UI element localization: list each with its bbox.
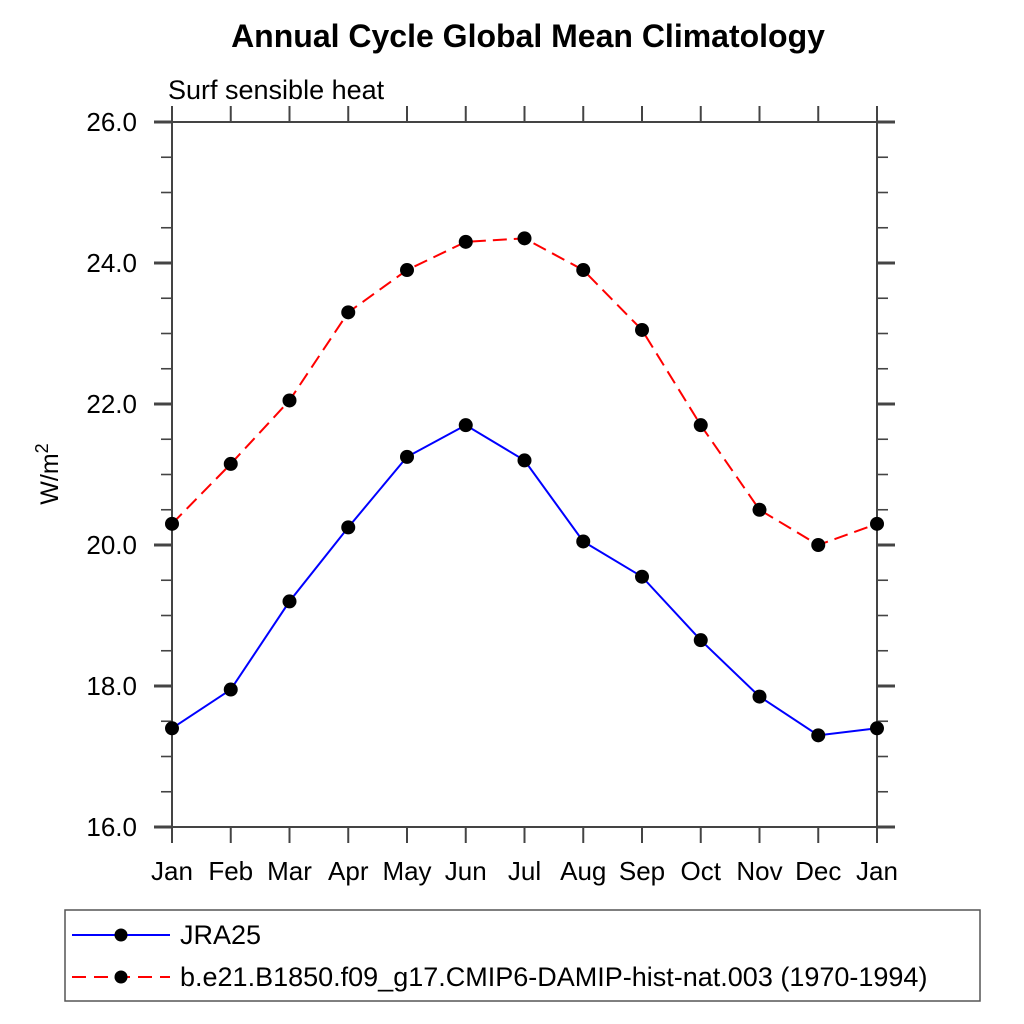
legend-label: JRA25 xyxy=(180,920,261,950)
legend-marker xyxy=(114,928,128,942)
x-tick-label: May xyxy=(382,856,431,886)
y-tick-label: 26.0 xyxy=(86,107,137,137)
legend-box xyxy=(64,909,981,1002)
data-point-marker-0 xyxy=(811,728,826,743)
data-point-marker-1 xyxy=(400,263,414,278)
y-axis-title-superscript: 2 xyxy=(32,443,52,453)
x-tick-label: Apr xyxy=(328,856,369,886)
chart-title: Annual Cycle Global Mean Climatology xyxy=(231,18,825,54)
y-tick-label: 16.0 xyxy=(86,812,137,842)
x-tick-label: Oct xyxy=(681,856,722,886)
data-point-marker-0 xyxy=(165,721,179,736)
data-point-marker-1 xyxy=(458,234,473,249)
data-point-marker-0 xyxy=(870,721,884,736)
y-axis-title-text: W/m xyxy=(36,453,64,504)
series-line-0 xyxy=(171,423,878,737)
legend-label: b.e21.B1850.f09_g17.CMIP6-DAMIP-hist-nat… xyxy=(180,962,927,992)
x-tick-label: Jan xyxy=(856,856,898,886)
data-point-marker-0 xyxy=(693,633,708,648)
x-tick-label: Sep xyxy=(619,856,665,886)
data-point-marker-0 xyxy=(400,449,414,464)
x-tick-label: Feb xyxy=(208,856,253,886)
data-point-marker-1 xyxy=(870,516,884,531)
y-tick-label: 20.0 xyxy=(86,530,137,560)
data-point-marker-0 xyxy=(341,520,356,535)
y-tick-label: 22.0 xyxy=(86,389,137,419)
series-line-1 xyxy=(171,237,878,547)
data-point-marker-1 xyxy=(811,538,826,552)
x-tick-label: Jul xyxy=(508,856,541,886)
data-point-marker-1 xyxy=(752,502,767,517)
data-point-marker-0 xyxy=(576,534,591,549)
plot-area: 16.0 18.0 20.0 22.0 24.0 26.0 Jan Feb Mar Apr May J… xyxy=(86,106,898,886)
data-point-marker-1 xyxy=(576,263,591,278)
data-point-marker-1 xyxy=(282,393,297,408)
x-tick-label: Dec xyxy=(795,856,841,886)
x-tick-label: Aug xyxy=(560,856,606,886)
y-axis-title: W/m2 xyxy=(32,443,64,504)
data-point-marker-0 xyxy=(223,682,238,697)
data-point-marker-0 xyxy=(517,453,532,468)
data-point-marker-1 xyxy=(165,516,179,531)
chart-subtitle: Surf sensible heat xyxy=(168,75,385,105)
data-point-marker-0 xyxy=(458,418,473,433)
data-point-marker-1 xyxy=(341,305,356,320)
y-tick-label: 24.0 xyxy=(86,248,137,278)
legend-marker xyxy=(114,970,128,984)
data-point-marker-1 xyxy=(635,322,649,337)
data-point-marker-0 xyxy=(282,594,297,609)
x-tick-label: Nov xyxy=(736,856,782,886)
data-point-marker-1 xyxy=(693,418,708,433)
x-tick-label: Mar xyxy=(267,856,312,886)
x-tick-label: Jan xyxy=(151,856,193,886)
legend: JRA25 b.e21.B1850.f09_g17.CMIP6-DAMIP-his… xyxy=(64,909,981,1002)
y-tick-label: 18.0 xyxy=(86,671,137,701)
data-point-marker-1 xyxy=(223,456,238,471)
plot-frame xyxy=(171,121,878,828)
data-point-marker-0 xyxy=(752,689,767,704)
data-point-marker-0 xyxy=(635,569,649,584)
data-point-marker-1 xyxy=(517,231,532,246)
x-tick-label: Jun xyxy=(445,856,487,886)
